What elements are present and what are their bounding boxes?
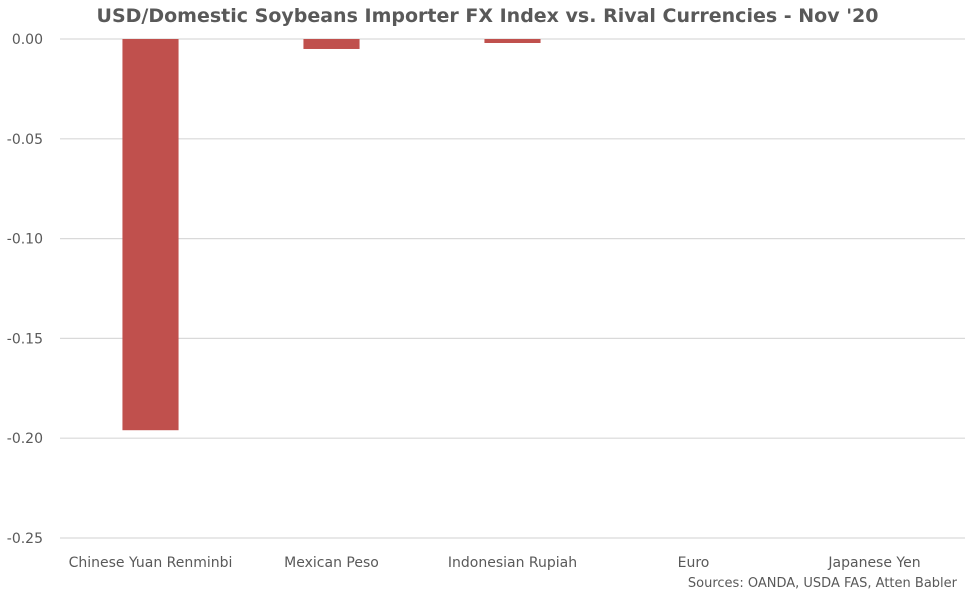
x-tick-label: Euro (678, 555, 710, 571)
chart-title: USD/Domestic Soybeans Importer FX Index … (96, 5, 879, 27)
y-tick-label: 0.00 (12, 32, 43, 48)
bar (122, 39, 179, 431)
bar (484, 39, 541, 43)
x-tick-label: Chinese Yuan Renminbi (69, 555, 233, 571)
y-tick-label: -0.15 (7, 331, 43, 347)
bar (303, 39, 360, 49)
y-tick-label: -0.10 (7, 232, 43, 248)
x-tick-label: Mexican Peso (284, 555, 379, 571)
y-tick-label: -0.25 (7, 531, 43, 547)
source-note: Sources: OANDA, USDA FAS, Atten Babler (687, 576, 957, 591)
y-tick-label: -0.05 (7, 132, 43, 148)
x-tick-label: Indonesian Rupiah (448, 555, 577, 571)
x-tick-label: Japanese Yen (827, 555, 920, 571)
y-tick-label: -0.20 (7, 431, 43, 447)
